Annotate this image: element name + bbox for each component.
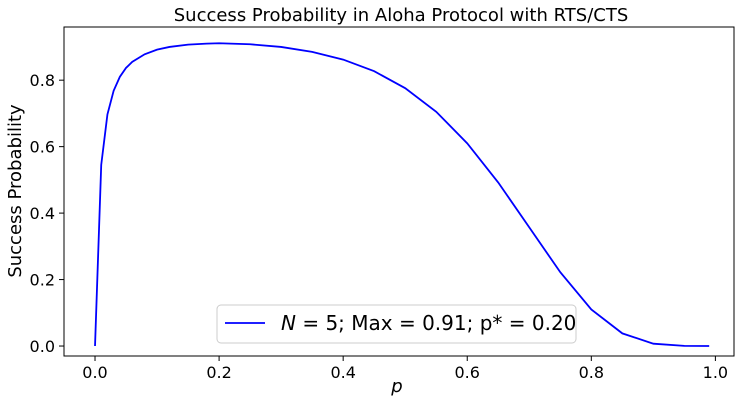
x-tick-label: 0.2 <box>206 363 231 382</box>
legend: N = 5; Max = 0.91; p* = 0.20 <box>216 304 577 344</box>
x-tick-label: 1.0 <box>703 363 728 382</box>
legend-label: N = 5; Max = 0.91; p* = 0.20 <box>281 311 576 335</box>
x-tick-label: 0.8 <box>579 363 604 382</box>
y-tick-label: 0.4 <box>30 204 55 223</box>
y-tick-label: 0.8 <box>30 71 55 90</box>
legend-label-text: = 5; Max = 0.91; p* = 0.20 <box>296 311 576 335</box>
success-probability-line <box>94 42 710 347</box>
x-axis: 0.0 0.2 0.4 0.6 0.8 1.0 <box>82 356 728 382</box>
x-tick-label: 0.6 <box>455 363 480 382</box>
x-tick-label: 0.4 <box>330 363 355 382</box>
y-axis-title: Success Probability <box>5 104 26 278</box>
plot-frame <box>63 26 735 357</box>
y-axis: 0.0 0.2 0.4 0.6 0.8 <box>30 71 64 356</box>
x-axis-title: p <box>390 376 402 397</box>
y-tick-label: 0.2 <box>30 271 55 290</box>
y-tick-label: 0.0 <box>30 337 55 356</box>
chart-title: Success Probability in Aloha Protocol wi… <box>174 5 629 26</box>
legend-box <box>216 304 577 344</box>
x-tick-label: 0.0 <box>82 363 107 382</box>
y-tick-label: 0.6 <box>30 138 55 157</box>
legend-label-variable: N <box>281 311 296 335</box>
